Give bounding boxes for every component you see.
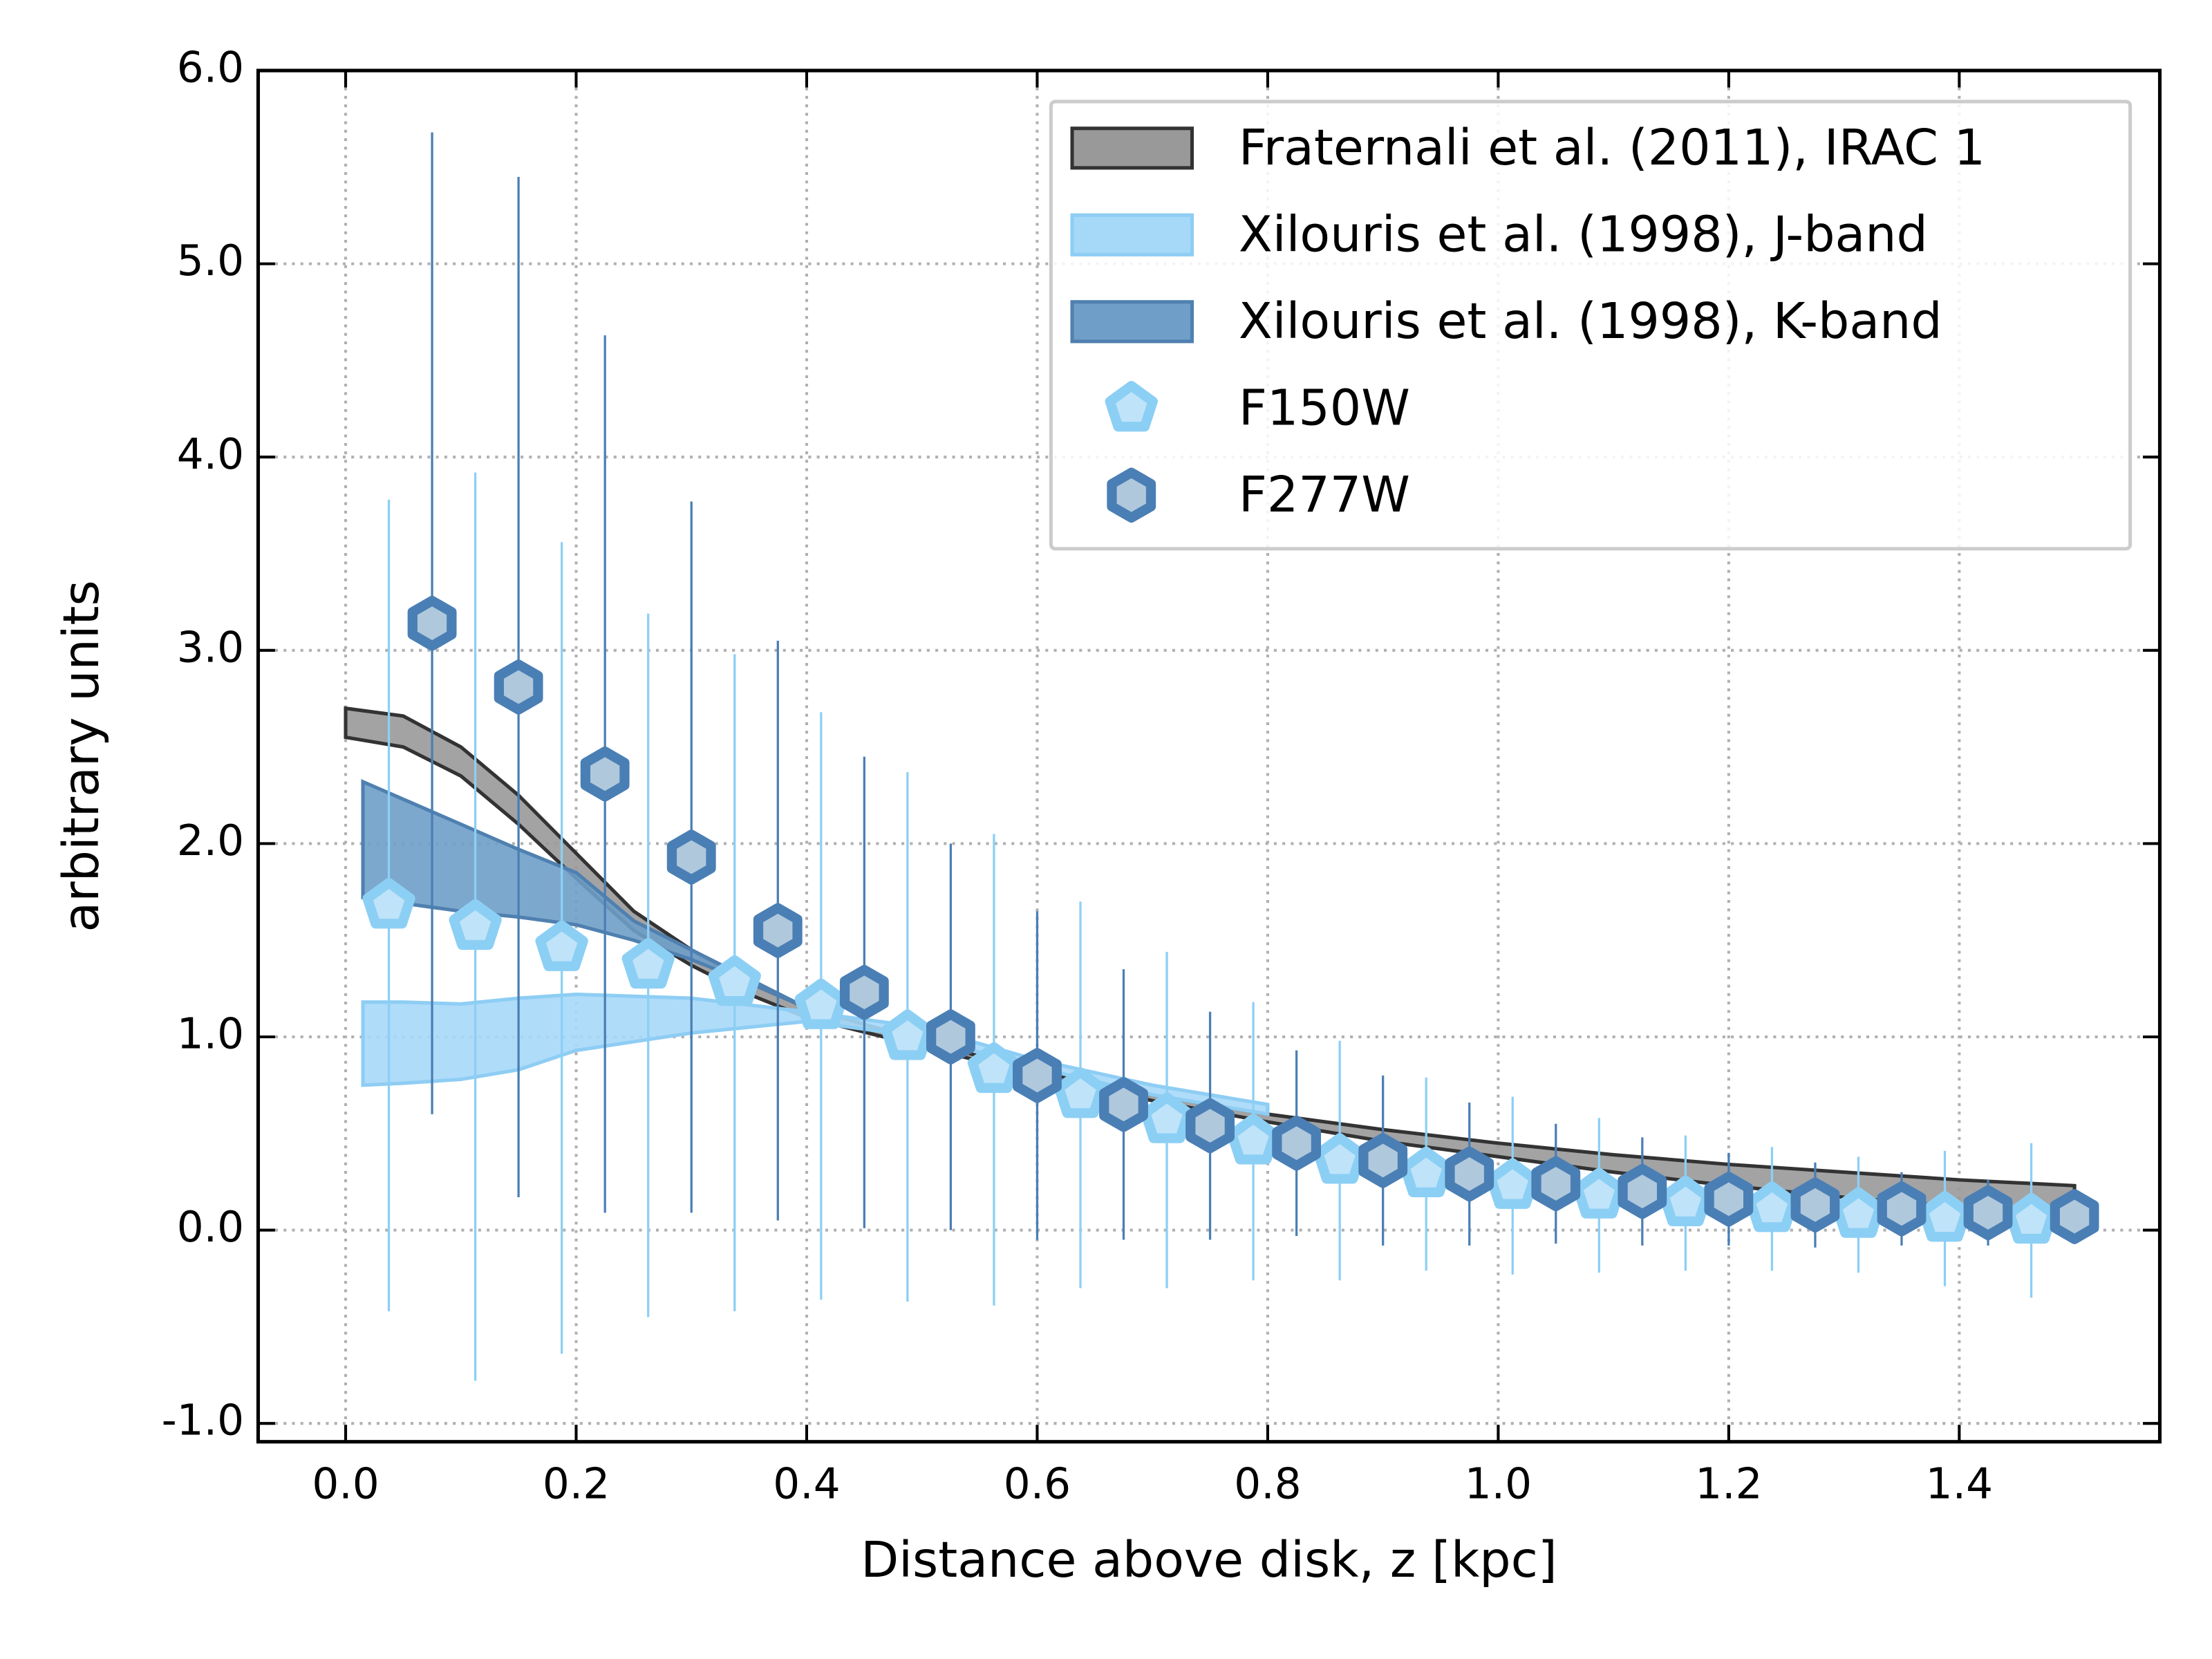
legend-swatch [1070,300,1194,344]
legend-box [1049,100,2133,551]
hexagon-marker [1618,1163,1667,1219]
hexagon-marker [580,746,630,802]
hexagon-marker [1877,1181,1927,1237]
plot-frame [256,68,2162,1444]
hexagon-marker [926,1009,975,1065]
x-tick-label: 0.6 [1004,1460,1071,1509]
pentagon-marker [1140,1092,1194,1143]
legend-label: Xilouris et al. (1998), J-band [1239,205,1928,263]
legend-marker [1105,381,1158,432]
pentagon-marker [881,1009,935,1060]
pentagon-marker [362,878,415,929]
y-tick-label: 4.0 [177,430,244,479]
pentagon-marker [1486,1158,1539,1209]
x-tick-label: 0.2 [543,1460,610,1509]
hexagon-marker [666,830,716,885]
pentagon-marker [1053,1067,1107,1118]
pentagon-marker [535,920,588,971]
x-tick-label: 1.0 [1465,1460,1532,1509]
legend-swatch [1070,213,1194,256]
y-tick-label: -1.0 [162,1396,244,1445]
hexagon-marker [494,659,543,715]
legend-marker [1107,467,1156,523]
pentagon-marker [794,978,848,1029]
pentagon-marker [1226,1114,1280,1165]
hexagon-marker [753,903,803,959]
hexagon-marker [1272,1115,1322,1171]
hexagon-marker [1185,1098,1235,1154]
hexagon-marker [407,595,457,651]
x-tick-label: 0.8 [1234,1460,1301,1509]
pentagon-marker [2005,1192,2058,1244]
pentagon-marker [1573,1168,1626,1219]
x-tick-label: 1.2 [1695,1460,1762,1509]
hexagon-marker [1704,1172,1754,1227]
y-tick-label: 0.0 [177,1203,244,1252]
hexagon-marker [1013,1048,1062,1103]
pentagon-marker [1659,1175,1712,1226]
hexagon-marker [2050,1189,2099,1244]
legend-label: F277W [1239,466,1410,523]
hexagon-marker [1790,1177,1840,1233]
y-axis-label: arbitrary units [53,580,110,932]
y-tick-label: 1.0 [177,1010,244,1059]
pentagon-marker [967,1042,1021,1094]
y-tick-label: 5.0 [177,236,244,285]
legend-label: Fraternali et al. (2011), IRAC 1 [1239,119,1985,176]
pentagon-marker [708,955,761,1006]
x-tick-label: 0.4 [773,1460,840,1509]
y-tick-label: 6.0 [177,44,244,93]
pentagon-marker [1313,1133,1367,1184]
y-tick-label: 2.0 [177,816,244,865]
x-tick-label: 1.4 [1926,1460,1993,1509]
pentagon-marker [621,937,675,989]
pentagon-marker [1832,1187,1885,1238]
pentagon-marker [1745,1181,1799,1232]
legend-label: Xilouris et al. (1998), K-band [1239,292,1942,350]
x-tick-label: 0.0 [312,1460,379,1509]
band [361,992,1270,1116]
y-tick-label: 3.0 [177,623,244,672]
x-axis-label: Distance above disk, z [kpc] [861,1531,1557,1588]
hexagon-marker [1963,1185,2013,1241]
hexagon-marker [1531,1156,1581,1212]
pentagon-marker [1918,1190,1971,1242]
pentagon-marker [449,899,502,950]
hexagon-marker [839,964,889,1020]
hexagon-marker [1099,1077,1148,1132]
hexagon-marker [1445,1146,1494,1202]
legend-swatch [1070,126,1194,170]
pentagon-marker [1400,1146,1453,1198]
hexagon-marker [1358,1133,1408,1188]
legend-label: F150W [1239,379,1410,436]
